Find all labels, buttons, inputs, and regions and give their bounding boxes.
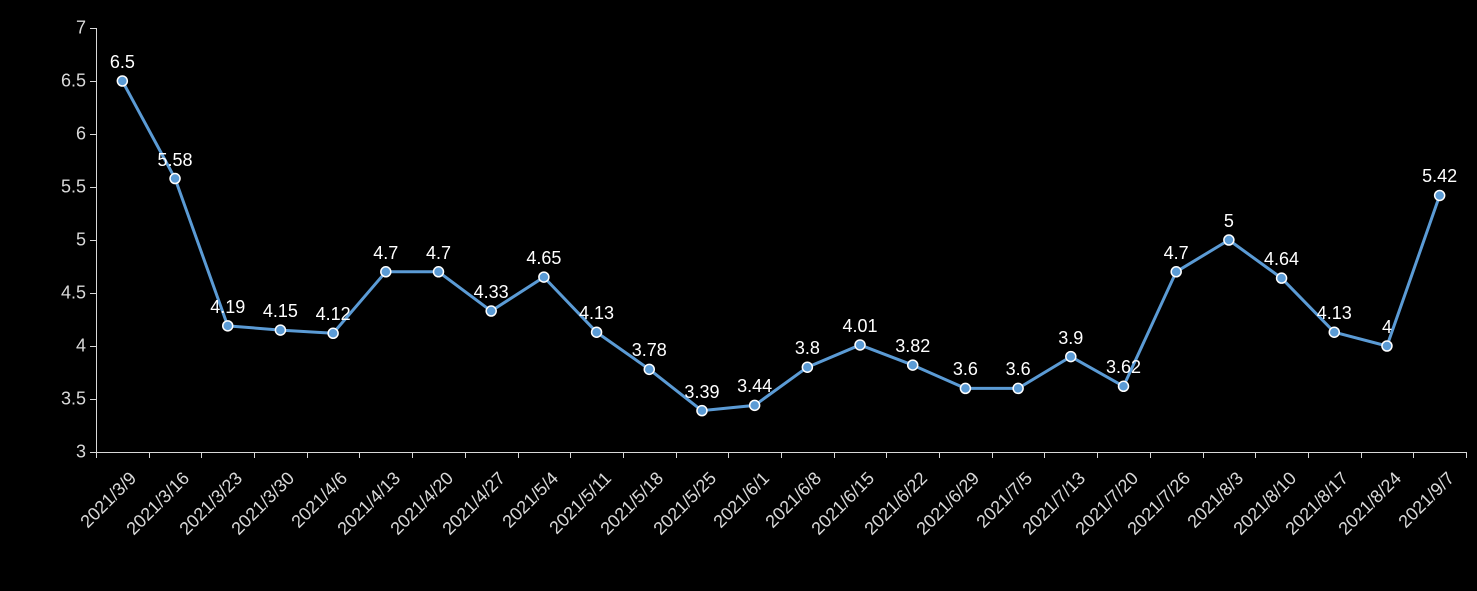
data-label: 5.42: [1422, 166, 1457, 187]
data-label: 4: [1382, 317, 1392, 338]
series-marker: [486, 306, 496, 316]
plot-svg: [0, 0, 1477, 591]
data-label: 6.5: [110, 52, 135, 73]
data-label: 4.13: [1317, 303, 1352, 324]
series-marker: [908, 360, 918, 370]
series-marker: [592, 327, 602, 337]
series-marker: [539, 272, 549, 282]
series-marker: [802, 362, 812, 372]
data-label: 4.7: [373, 243, 398, 264]
series-marker: [750, 400, 760, 410]
data-label: 3.6: [953, 359, 978, 380]
series-marker: [275, 325, 285, 335]
series-marker: [434, 267, 444, 277]
series-marker: [1435, 190, 1445, 200]
series-marker: [644, 364, 654, 374]
series-marker: [381, 267, 391, 277]
series-marker: [1171, 267, 1181, 277]
series-marker: [117, 76, 127, 86]
data-label: 4.7: [1164, 243, 1189, 264]
series-marker: [1066, 352, 1076, 362]
series-marker: [170, 174, 180, 184]
data-label: 5: [1224, 211, 1234, 232]
data-label: 4.65: [526, 248, 561, 269]
data-label: 3.6: [1006, 359, 1031, 380]
data-label: 3.44: [737, 376, 772, 397]
series-marker: [1013, 383, 1023, 393]
data-label: 5.58: [158, 150, 193, 171]
series-marker: [223, 321, 233, 331]
data-label: 4.13: [579, 303, 614, 324]
data-label: 4.01: [843, 316, 878, 337]
data-label: 3.8: [795, 338, 820, 359]
data-label: 4.12: [316, 304, 351, 325]
series-marker: [1329, 327, 1339, 337]
data-label: 3.9: [1058, 328, 1083, 349]
data-label: 4.7: [426, 243, 451, 264]
line-chart: 33.544.555.566.572021/3/92021/3/162021/3…: [0, 0, 1477, 591]
series-marker: [1382, 341, 1392, 351]
data-label: 4.19: [210, 297, 245, 318]
data-label: 3.62: [1106, 357, 1141, 378]
series-marker: [1119, 381, 1129, 391]
series-line: [122, 81, 1439, 411]
series-marker: [697, 406, 707, 416]
series-marker: [1224, 235, 1234, 245]
series-marker: [855, 340, 865, 350]
series-marker: [328, 328, 338, 338]
data-label: 4.64: [1264, 249, 1299, 270]
data-label: 4.15: [263, 301, 298, 322]
series-marker: [1277, 273, 1287, 283]
data-label: 3.39: [684, 382, 719, 403]
series-marker: [960, 383, 970, 393]
data-label: 4.33: [474, 282, 509, 303]
data-label: 3.78: [632, 340, 667, 361]
data-label: 3.82: [895, 336, 930, 357]
